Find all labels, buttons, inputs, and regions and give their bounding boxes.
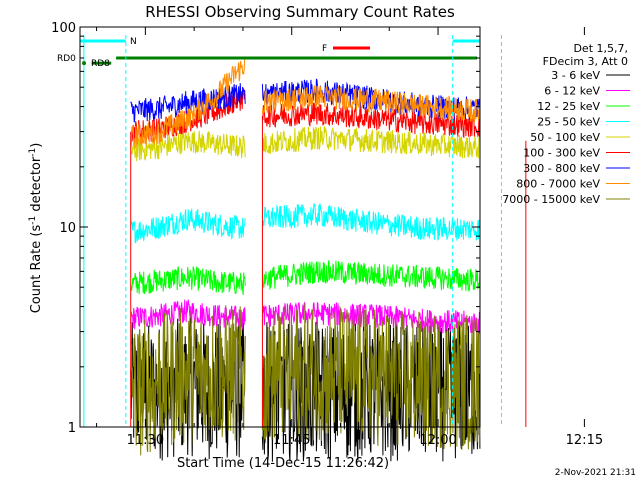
series-trace-8 xyxy=(261,85,481,123)
f-flag-label: F xyxy=(322,44,327,54)
series-trace-1 xyxy=(130,316,246,461)
rd0-label: RD0 xyxy=(57,54,76,64)
series-trace-3 xyxy=(130,265,246,296)
series-trace-2 xyxy=(130,299,246,330)
legend-entry-label: 3 - 6 keV xyxy=(551,69,600,82)
y-axis-label-mid: detector xyxy=(29,156,44,216)
x-axis-label: Start Time (14-Dec-15 11:26:42) xyxy=(177,456,389,471)
legend-header-line-2: FDecim 3, Att 0 xyxy=(543,55,628,68)
y-tick-label: 10 xyxy=(59,221,76,236)
legend-entry-label: 50 - 100 keV xyxy=(530,131,600,144)
y-axis-label: Count Rate (s-1 detector-1) xyxy=(28,143,44,314)
series-trace-5 xyxy=(261,126,481,159)
series-trace-6 xyxy=(262,102,481,139)
n-flag-label: N xyxy=(130,37,137,47)
y-axis-label-end: ) xyxy=(29,143,44,148)
series-trace-4 xyxy=(130,208,246,244)
legend-entry-label: 800 - 7000 keV xyxy=(516,178,600,191)
x-tick-label: 11:45 xyxy=(273,433,310,448)
series-trace-3 xyxy=(261,260,481,293)
series-trace-9 xyxy=(261,303,481,450)
rd8-label: RD8 xyxy=(91,59,110,69)
rd8-marker xyxy=(82,61,86,66)
svg-text:Count Rate (s-1 detector-1): Count Rate (s-1 detector-1) xyxy=(28,143,44,314)
legend-entry-label: 300 - 800 keV xyxy=(523,162,600,175)
plot-area xyxy=(80,35,527,462)
footer-timestamp: 2-Nov-2021 21:31 xyxy=(555,468,636,478)
axes: 11:3011:4512:0012:1512:3012:4513:0011010… xyxy=(51,21,603,448)
y-axis-label-exponent-1: -1 xyxy=(28,216,38,225)
legend-entry-label: 6 - 12 keV xyxy=(544,85,600,98)
legend-entry-label: 7000 - 15000 keV xyxy=(502,193,600,206)
legend-entry-label: 100 - 300 keV xyxy=(523,147,600,160)
x-tick-label: 12:15 xyxy=(566,433,603,448)
y-tick-label: 1 xyxy=(68,421,76,436)
series-trace-9 xyxy=(130,305,246,456)
series-trace-8 xyxy=(130,56,246,149)
series-trace-4 xyxy=(261,203,481,241)
legend: Det 1,5,7, FDecim 3, Att 0 3 - 6 keV 6 - … xyxy=(502,42,630,206)
series-trace-7 xyxy=(130,83,246,123)
x-tick-label: 11:30 xyxy=(127,433,164,448)
series-trace-5 xyxy=(130,130,246,162)
y-tick-label: 100 xyxy=(51,21,76,36)
series-trace-2 xyxy=(261,301,481,334)
legend-header-line-1: Det 1,5,7, xyxy=(573,42,628,55)
y-axis-label-main: Count Rate (s xyxy=(29,225,44,314)
x-tick-label: 12:00 xyxy=(419,433,456,448)
y-axis-label-exponent-2: -1 xyxy=(28,148,38,157)
legend-entry-label: 25 - 50 keV xyxy=(537,116,600,129)
chart-title: RHESSI Observing Summary Count Rates xyxy=(145,3,455,21)
legend-entry-label: 12 - 25 keV xyxy=(537,100,600,113)
